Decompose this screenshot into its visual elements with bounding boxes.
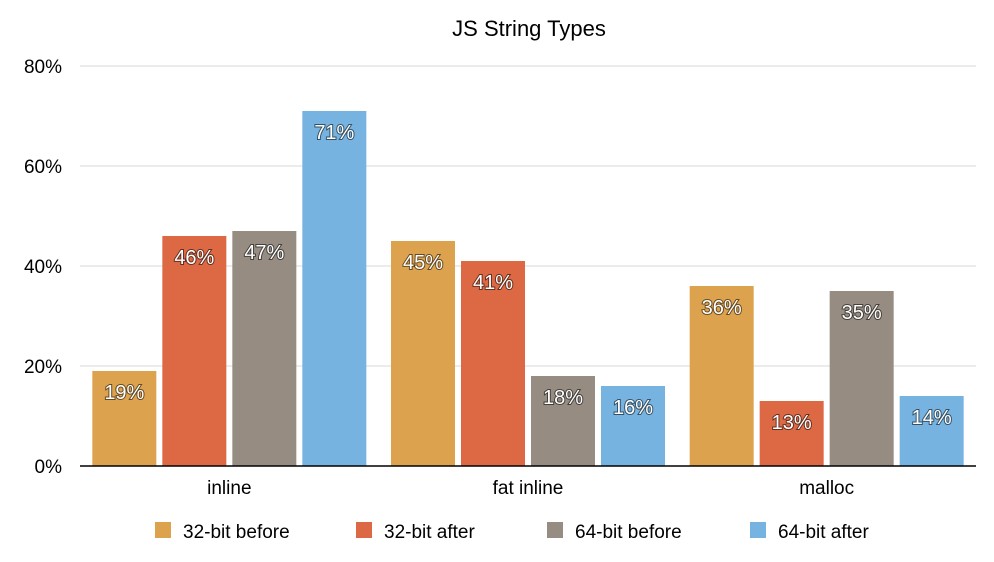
data-label: 13% (772, 412, 812, 434)
data-label: 71% (314, 122, 354, 144)
bars (92, 111, 964, 466)
x-axis-categories: inline fat inline malloc (207, 478, 854, 499)
legend-label: 64-bit before (575, 522, 682, 543)
bar (391, 241, 455, 466)
data-label: 46% (174, 247, 214, 269)
x-category-label: malloc (799, 478, 854, 499)
legend-label: 64-bit after (778, 522, 869, 543)
x-category-label: inline (207, 478, 251, 499)
y-tick-label: 0% (35, 457, 63, 478)
bar (92, 371, 157, 466)
bar (162, 236, 227, 466)
y-tick-label: 80% (24, 57, 62, 78)
legend-swatch (750, 522, 766, 538)
data-label: 16% (613, 397, 653, 419)
data-labels: 19% 46% 47% 71% 45% 41% 18% 16% 36% 13% 35% 14% (103, 121, 953, 435)
legend-label: 32-bit before (183, 522, 290, 543)
data-label: 47% (244, 242, 284, 264)
bar (461, 261, 525, 466)
data-label: 36% (702, 297, 742, 319)
gridlines (80, 65, 976, 367)
data-label: 18% (543, 387, 583, 409)
x-category-label: fat inline (493, 478, 564, 499)
chart-title: JS String Types (452, 16, 606, 41)
y-tick-label: 40% (24, 257, 62, 278)
bar (759, 401, 824, 466)
bar (302, 111, 367, 466)
data-label: 41% (473, 272, 513, 294)
legend-swatch (547, 522, 563, 538)
y-axis-ticks: 0% 20% 40% 60% 80% (24, 57, 62, 478)
y-tick-label: 20% (24, 357, 62, 378)
bar (232, 231, 297, 466)
data-label: 14% (912, 407, 952, 429)
legend: 32-bit before 32-bit after 64-bit before 64… (155, 522, 869, 543)
legend-swatch (155, 522, 171, 538)
data-label: 45% (403, 252, 443, 274)
legend-label: 32-bit after (384, 522, 475, 543)
data-label: 35% (842, 302, 882, 324)
data-label: 19% (104, 382, 144, 404)
bar (899, 396, 964, 466)
bar (829, 291, 894, 466)
legend-swatch (356, 522, 372, 538)
bar (531, 376, 595, 466)
bar (689, 286, 754, 466)
y-tick-label: 60% (24, 157, 62, 178)
bar (601, 386, 665, 466)
